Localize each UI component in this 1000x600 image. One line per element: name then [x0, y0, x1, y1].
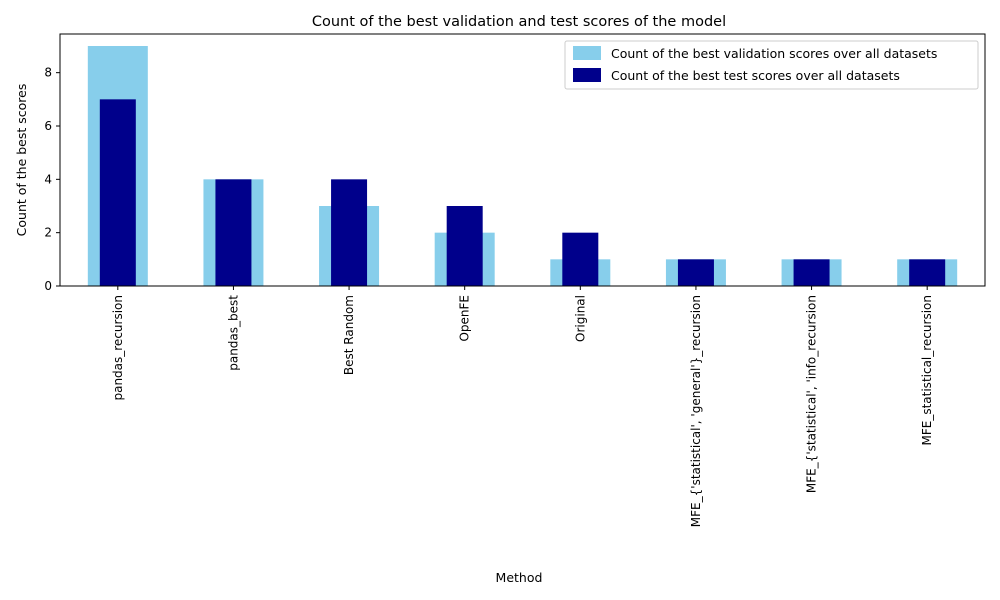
test-bar-6 — [793, 259, 830, 286]
y-tick-label-3: 6 — [44, 119, 52, 133]
y-tick-label-1: 2 — [44, 226, 52, 240]
plot-area: pandas_recursion pandas_best Best Random Op… — [44, 33, 986, 527]
legend-label-validation: Count of the best validation scores over… — [611, 46, 937, 61]
y-axis-label: Count of the best scores — [14, 84, 29, 237]
legend-box — [564, 40, 979, 90]
x-tick-label-5: MFE_{'statistical', 'general'}_recursion — [689, 295, 703, 527]
y-tick-label-2: 4 — [44, 172, 52, 186]
legend-label-test: Count of the best test scores over all d… — [611, 68, 900, 83]
test-bar-2 — [331, 179, 368, 286]
x-tick-label-1: pandas_best — [226, 295, 240, 371]
test-bar-3 — [446, 206, 483, 286]
test-bar-1 — [215, 179, 252, 286]
x-tick-label-2: Best Random — [342, 295, 356, 375]
x-tick-label-4: Original — [573, 295, 587, 342]
x-axis-ticks: pandas_recursion pandas_best Best Random Op… — [111, 286, 934, 527]
legend: Count of the best validation scores over… — [564, 40, 979, 90]
test-bars — [99, 99, 946, 286]
plot-frame — [59, 33, 986, 287]
y-tick-label-0: 0 — [44, 279, 52, 293]
y-axis-ticks: 0 2 4 6 8 — [44, 66, 60, 293]
x-tick-label-0: pandas_recursion — [111, 295, 125, 401]
chart-title: Count of the best validation and test sc… — [312, 14, 726, 30]
legend-swatch-test — [573, 68, 601, 82]
x-axis-label: Method — [496, 570, 543, 585]
legend-swatch-validation — [573, 46, 601, 60]
x-tick-label-3: OpenFE — [458, 295, 472, 342]
test-bar-7 — [909, 259, 946, 286]
y-tick-label-4: 8 — [44, 66, 52, 80]
test-bar-0 — [99, 99, 136, 286]
x-tick-label-6: MFE_{'statistical', 'info_recursion — [805, 295, 819, 493]
x-tick-label-7: MFE_statistical_recursion — [920, 295, 934, 446]
test-bar-5 — [677, 259, 714, 286]
test-bar-4 — [562, 232, 599, 286]
